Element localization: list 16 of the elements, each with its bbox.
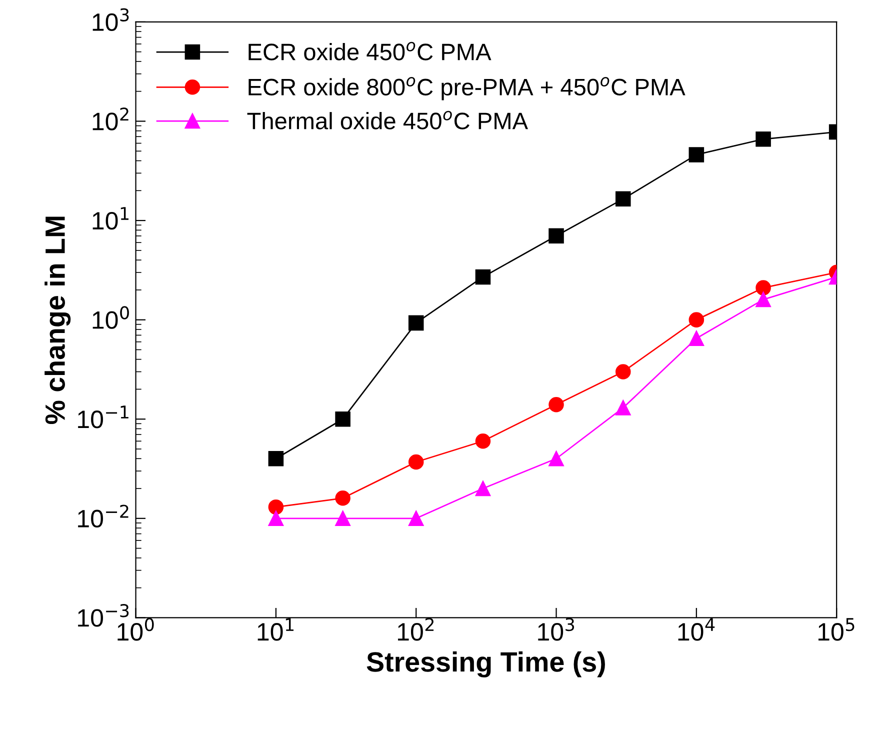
y-axis-title: % change in LM: [44, 216, 71, 424]
x-tick-label: 10$^{4}$: [678, 618, 715, 641]
x-tick-label: 10$^{5}$: [818, 618, 854, 641]
y-tick-label: 10$^{−1}$: [78, 406, 128, 428]
x-tick-label: 10$^{3}$: [538, 618, 574, 641]
y-tick-label: 10$^{−2}$: [78, 504, 128, 528]
y-tick-label: 10$^{1}$: [92, 207, 128, 230]
y-tick-label: 10$^{2}$: [92, 108, 128, 130]
x-tick-label: 10$^{1}$: [258, 618, 294, 641]
legend-label: Thermal oxide 450$^{o}$C PMA: [247, 110, 528, 130]
x-axis-title: Stressing Time (s): [366, 651, 605, 678]
x-tick-label: 10$^{2}$: [398, 618, 434, 641]
legend-label: ECR oxide 450$^{o}$C PMA: [248, 42, 492, 60]
y-tick-label: 10$^{3}$: [92, 8, 129, 32]
legend-label: ECR oxide 800$^{o}$C pre-PMA + 450$^{o}$C PMA: [248, 76, 686, 100]
y-tick-label: 10$^{0}$: [92, 306, 129, 329]
